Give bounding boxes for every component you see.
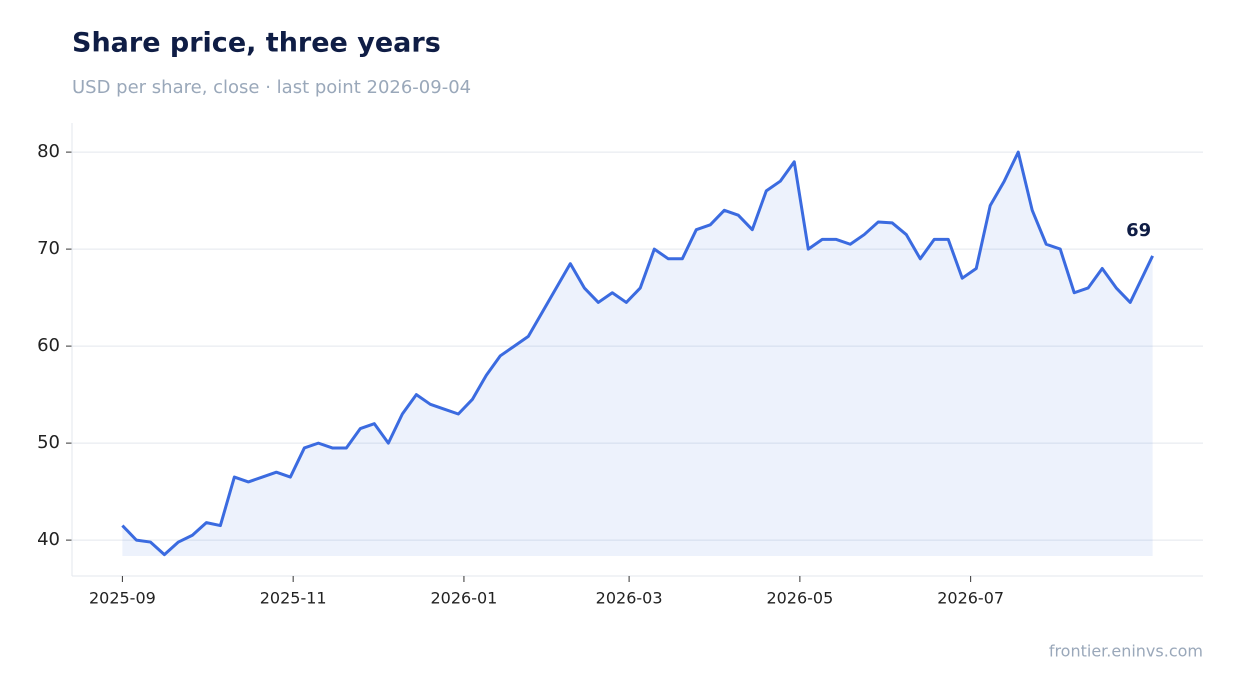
x-tick-label: 2026-01 [431,589,498,608]
x-tick-label: 2025-11 [260,589,327,608]
y-tick-label: 40 [37,529,60,550]
x-tick-label: 2026-07 [937,589,1004,608]
y-tick-label: 70 [37,238,60,259]
end-label: 69 [1126,220,1151,241]
line [121,150,1154,557]
y-tick-label: 60 [37,335,60,356]
x-tick-label: 2025-09 [89,589,156,608]
y-tick-label: 50 [37,432,60,453]
y-tick-label: 80 [37,141,60,162]
x-tick-label: 2026-05 [766,589,833,608]
chart-title: Share price, three years [72,28,441,59]
area [122,152,1153,556]
source: frontier.eninvs.com [1049,642,1203,661]
x-tick-label: 2026-03 [596,589,663,608]
chart-subtitle: USD per share, close · last point 2026-0… [72,77,471,98]
